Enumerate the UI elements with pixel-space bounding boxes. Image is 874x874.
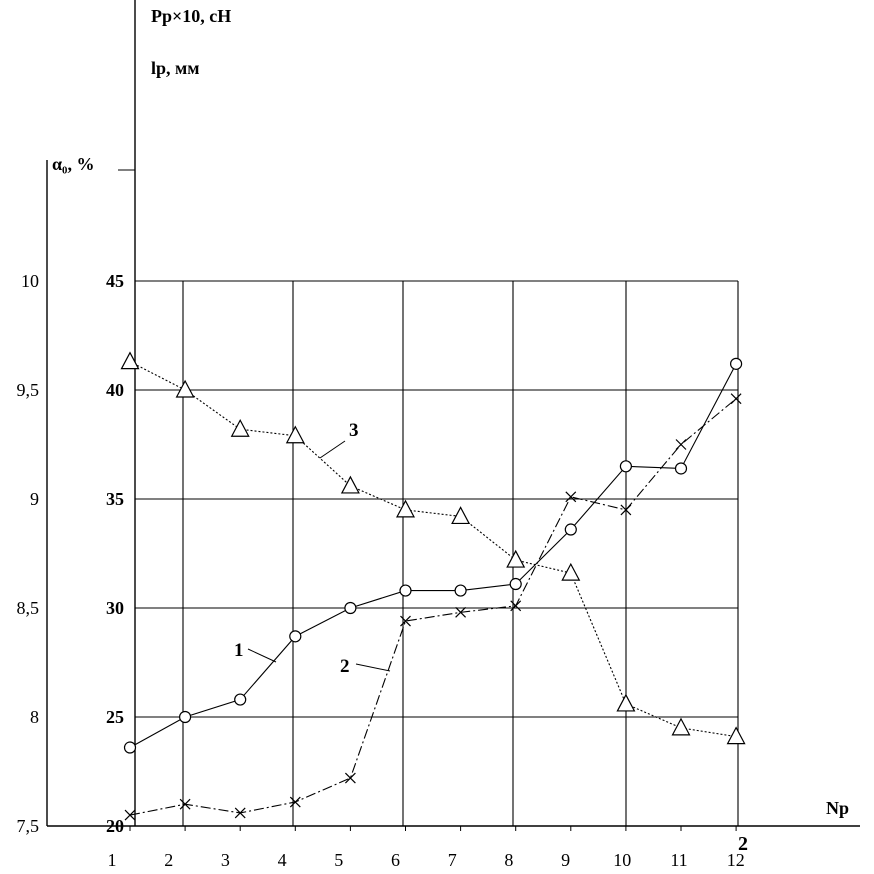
x-axis-label: Nр [826, 798, 849, 818]
x-tick-label: 1 [108, 850, 117, 870]
left-axis-tick-label: 7,5 [17, 816, 40, 836]
series-2-point [234, 807, 246, 819]
x-tick-label: 6 [391, 850, 400, 870]
series-2-point [730, 393, 742, 405]
series-1-point [179, 710, 192, 724]
x-axis-end-label: 2 [738, 833, 748, 855]
x-tick-label: 8 [504, 850, 513, 870]
series-1-point [123, 741, 137, 754]
series-1-point [674, 462, 688, 475]
series-1-line [129, 363, 737, 749]
right-axis-tick-label: 30 [106, 598, 124, 618]
x-tick-label: 7 [448, 850, 457, 870]
right-axis-label-line1: Рр×10, сН [151, 6, 231, 26]
series-3-point [230, 418, 250, 437]
series-3-point [285, 425, 305, 444]
series-1-point [344, 601, 357, 615]
x-tick-label: 10 [613, 850, 631, 870]
x-tick-label: 3 [221, 850, 230, 870]
right-axis-label-line2: lр, мм [151, 58, 200, 78]
x-tick-label: 9 [561, 850, 570, 870]
left-axis-tick-label: 8,5 [17, 598, 40, 618]
series-1-point [234, 693, 247, 706]
series-3-point [451, 506, 471, 525]
x-tick-label: 5 [334, 850, 343, 870]
axes: Рр×10, сН lр, мм α₀, % Nр 2 [46, 0, 860, 855]
series-1-point [729, 357, 743, 370]
series-3-point [671, 717, 691, 736]
right-axis-tick-label: 35 [106, 489, 124, 509]
series-1-point [289, 630, 302, 643]
left-axis-tick-label: 9 [30, 489, 39, 509]
series-3-point [396, 499, 415, 518]
x-tick-label: 11 [670, 850, 687, 870]
series-labels: 1 2 3 [234, 420, 391, 677]
grid [135, 280, 739, 826]
series-2-point [675, 439, 687, 450]
series-3-label: 3 [349, 420, 359, 441]
x-tick-label: 4 [278, 850, 287, 870]
left-axis-tick-label: 8 [30, 707, 39, 727]
series-3-point [506, 549, 526, 568]
series-2-point [344, 772, 356, 784]
right-axis-tick-label: 40 [106, 380, 124, 400]
series-3-point [340, 475, 360, 494]
series-3-point [120, 351, 140, 370]
series-1-point [619, 460, 633, 473]
series-2-point [179, 798, 191, 810]
series-3-point [726, 726, 746, 745]
series-3-point [561, 562, 581, 581]
series-3-point [616, 693, 636, 712]
series-3-point [175, 379, 195, 398]
series-2-line [129, 398, 737, 816]
series-1-label: 1 [234, 640, 244, 661]
series-2-point [289, 796, 301, 808]
series-3-line [129, 361, 737, 738]
series [120, 351, 746, 821]
left-axis-label: α₀, % [52, 154, 94, 174]
series-3-label-leader [319, 440, 346, 459]
left-axis-tick-label: 9,5 [17, 380, 40, 400]
right-axis-tick-label: 20 [106, 816, 124, 836]
series-2-point [620, 504, 632, 516]
right-axis-tick-label: 25 [106, 707, 124, 727]
x-tick-label: 12 [727, 850, 745, 870]
x-tick-label: 2 [164, 850, 173, 870]
series-2-point [400, 615, 411, 627]
series-2-label-leader [355, 663, 391, 672]
series-2-point [455, 606, 467, 618]
series-1-point [454, 584, 467, 597]
left-axis-tick-label: 10 [21, 271, 39, 291]
series-2-label: 2 [340, 656, 350, 677]
series-1-point [399, 584, 412, 597]
right-axis-tick-label: 45 [106, 271, 124, 291]
series-2-point [510, 600, 522, 612]
series-2-point [565, 491, 577, 503]
series-2-point [124, 809, 136, 821]
series-1-point [564, 523, 577, 536]
series-1-point [509, 577, 522, 591]
series-1-label-leader [247, 648, 277, 663]
